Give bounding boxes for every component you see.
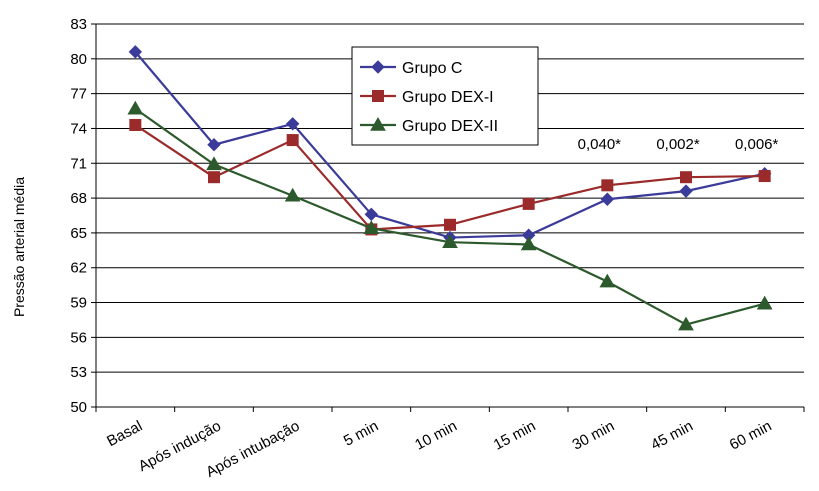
y-tick-label: 74: [70, 120, 87, 137]
axes: [91, 23, 805, 412]
data-point: [208, 171, 220, 184]
legend-marker: [370, 116, 386, 131]
x-tick-label: Basal: [104, 418, 145, 451]
data-point: [129, 118, 142, 131]
y-tick-label: 68: [70, 190, 87, 207]
legend-marker: [372, 90, 384, 102]
legend-entry: Grupo C: [402, 60, 462, 77]
p-value-annotation: 0,040*: [578, 136, 622, 153]
data-point: [285, 117, 300, 131]
legend: Grupo C Grupo DEX-I Grupo DEX-II: [351, 46, 539, 146]
x-tick-label: 30 min: [569, 418, 617, 454]
y-tick-label: 62: [70, 260, 87, 277]
data-point: [206, 156, 222, 171]
data-point: [678, 316, 694, 331]
data-point: [207, 137, 221, 152]
y-axis-label: Pressão arterial média: [11, 177, 27, 317]
p-value-annotation: 0,006*: [735, 136, 779, 153]
data-point: [600, 192, 615, 206]
series-group: [127, 45, 773, 331]
data-point: [127, 100, 144, 115]
series-2: [127, 100, 773, 331]
x-tick-label: 45 min: [648, 418, 696, 454]
y-tick-label: 59: [70, 295, 87, 312]
annotations: 0,040* 0,002* 0,006*: [578, 136, 779, 153]
legend-entry: Grupo DEX-II: [402, 118, 498, 135]
p-value-annotation: 0,002*: [656, 136, 700, 153]
data-point: [756, 295, 773, 310]
y-tick-label: 83: [70, 16, 87, 33]
x-tick-label: 5 min: [341, 418, 381, 450]
legend-entry: Grupo DEX-I: [402, 89, 494, 106]
x-tick-label: 60 min: [727, 418, 775, 454]
data-point: [520, 236, 537, 251]
data-point: [522, 197, 535, 210]
x-tick-label: 10 min: [412, 418, 460, 454]
data-point: [363, 220, 380, 235]
data-point: [128, 45, 143, 59]
x-tick-label: 15 min: [491, 418, 539, 454]
data-point: [442, 234, 458, 248]
data-point: [284, 187, 301, 202]
data-point: [680, 171, 692, 184]
y-tick-label: 77: [70, 86, 87, 103]
data-point: [286, 134, 299, 147]
data-point: [758, 170, 771, 183]
data-point: [444, 218, 456, 231]
y-tick-label: 56: [70, 329, 87, 346]
data-point: [679, 184, 693, 198]
y-tick-label: 53: [70, 364, 87, 381]
y-tick-label: 71: [70, 155, 87, 172]
data-point: [601, 179, 614, 192]
data-point: [599, 273, 616, 288]
y-tick-label: 65: [70, 225, 87, 242]
legend-marker: [371, 60, 385, 74]
y-tick-label: 50: [70, 399, 87, 416]
y-tick-labels: 50 53 56 59 62 65 68 71 74 77 80 83: [70, 16, 87, 416]
y-tick-label: 80: [70, 51, 87, 68]
